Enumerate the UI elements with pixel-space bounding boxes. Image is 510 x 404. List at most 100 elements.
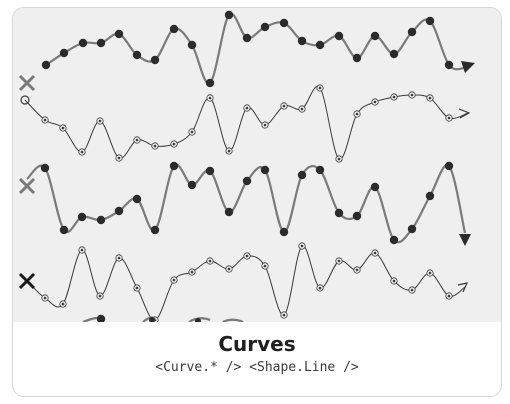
curve-row-cardinal	[20, 84, 471, 163]
x-mark-icon	[18, 272, 36, 290]
curve-point	[389, 49, 399, 59]
curve-point	[169, 161, 179, 171]
curve-row-monotone	[18, 242, 469, 322]
curves-illustration	[18, 10, 475, 322]
card-caption: Curves <Curve.* /> <Shape.Line />	[13, 322, 501, 396]
curve-point	[59, 225, 69, 235]
curve-point-dot	[208, 259, 212, 263]
curve-point-dot	[61, 126, 65, 130]
curve-point-dot	[337, 157, 341, 161]
curve-point-dot	[117, 156, 121, 160]
curve-point-dot	[227, 267, 231, 271]
curve-point	[195, 318, 201, 322]
arrow-head-icon	[458, 108, 471, 119]
curve-point	[297, 170, 307, 180]
curve-point-dot	[373, 100, 377, 104]
curve-point	[315, 165, 325, 175]
curve-point	[40, 163, 50, 173]
curve-point-dot	[318, 286, 322, 290]
curve-point-dot	[447, 294, 451, 298]
curve-point	[169, 24, 179, 34]
curve-line	[45, 12, 466, 85]
curve-point	[77, 212, 87, 222]
curve-point-dot	[43, 296, 47, 300]
curve-point	[444, 60, 454, 70]
curve-point	[260, 165, 270, 175]
curve-point-dot	[263, 123, 267, 127]
curve-point	[114, 206, 124, 216]
curve-point-dot	[355, 268, 359, 272]
card-title: Curves	[218, 332, 296, 356]
curve-point	[41, 60, 51, 70]
curve-point-dot	[153, 144, 157, 148]
curve-point-dot	[117, 256, 121, 260]
curve-point	[205, 166, 215, 176]
curve-point	[370, 182, 380, 192]
curve-point-dot	[428, 271, 432, 275]
curve-point-dot	[190, 130, 194, 134]
curve-point	[150, 55, 160, 65]
curve-point-dot	[300, 107, 304, 111]
curve-point-dot	[98, 119, 102, 123]
example-card[interactable]: Curves <Curve.* /> <Shape.Line />	[12, 7, 502, 397]
curve-point	[187, 180, 197, 190]
arrow-head-icon	[457, 282, 469, 293]
curve-point-dot	[318, 86, 322, 90]
curve-point	[334, 208, 344, 218]
curve-point-dot	[300, 244, 304, 248]
curve-point-dot	[80, 150, 84, 154]
curve-point-dot	[410, 93, 414, 97]
curves-preview	[13, 8, 501, 322]
curve-point-dot	[172, 278, 176, 282]
curve-point-dot	[392, 95, 396, 99]
arrow-head-icon	[459, 234, 471, 246]
curve-point-dot	[172, 142, 176, 146]
curve-point	[425, 191, 435, 201]
curve-point-dot	[227, 149, 231, 153]
curve-point-dot	[135, 286, 139, 290]
curve-point-dot	[61, 302, 65, 306]
curve-point	[96, 314, 106, 322]
curve-point	[224, 10, 234, 20]
curve-point	[407, 27, 417, 37]
curve-point	[334, 31, 344, 41]
curve-point-dot	[337, 259, 341, 263]
curve-point	[96, 38, 106, 48]
curve-point	[132, 194, 142, 204]
curve-point	[114, 29, 124, 39]
curve-point-dot	[190, 270, 194, 274]
curve-point-dot	[135, 138, 139, 142]
curve-row-natural	[18, 161, 471, 246]
curve-point-dot	[447, 116, 451, 120]
curve-point-dot	[208, 96, 212, 100]
curve-point	[315, 40, 325, 50]
curve-point	[242, 176, 252, 186]
cross-icon	[18, 74, 36, 92]
curve-point	[150, 225, 160, 235]
curve-point	[279, 227, 289, 237]
curve-point-dot	[98, 294, 102, 298]
curve-point	[187, 40, 197, 50]
curve-point	[407, 224, 417, 234]
curve-point	[279, 18, 289, 28]
curve-line	[26, 163, 467, 244]
curve-point-dot	[373, 251, 377, 255]
curve-point	[132, 50, 142, 60]
curve-point	[224, 207, 234, 217]
curve-point	[205, 78, 215, 88]
arrow-head-icon	[461, 61, 475, 73]
curve-point	[425, 16, 435, 26]
cross-icon	[18, 177, 36, 195]
curve-point	[352, 53, 362, 63]
curve-point	[370, 31, 380, 41]
curve-point	[242, 33, 252, 43]
curve-row-basis	[18, 10, 475, 92]
curve-point	[78, 38, 88, 48]
curve-line	[24, 85, 469, 160]
curve-point-dot	[410, 288, 414, 292]
curve-point-dot	[245, 254, 249, 258]
curve-point	[260, 22, 270, 32]
curve-point-dot	[392, 279, 396, 283]
curve-point	[96, 215, 106, 225]
curve-point-dot	[282, 313, 286, 317]
